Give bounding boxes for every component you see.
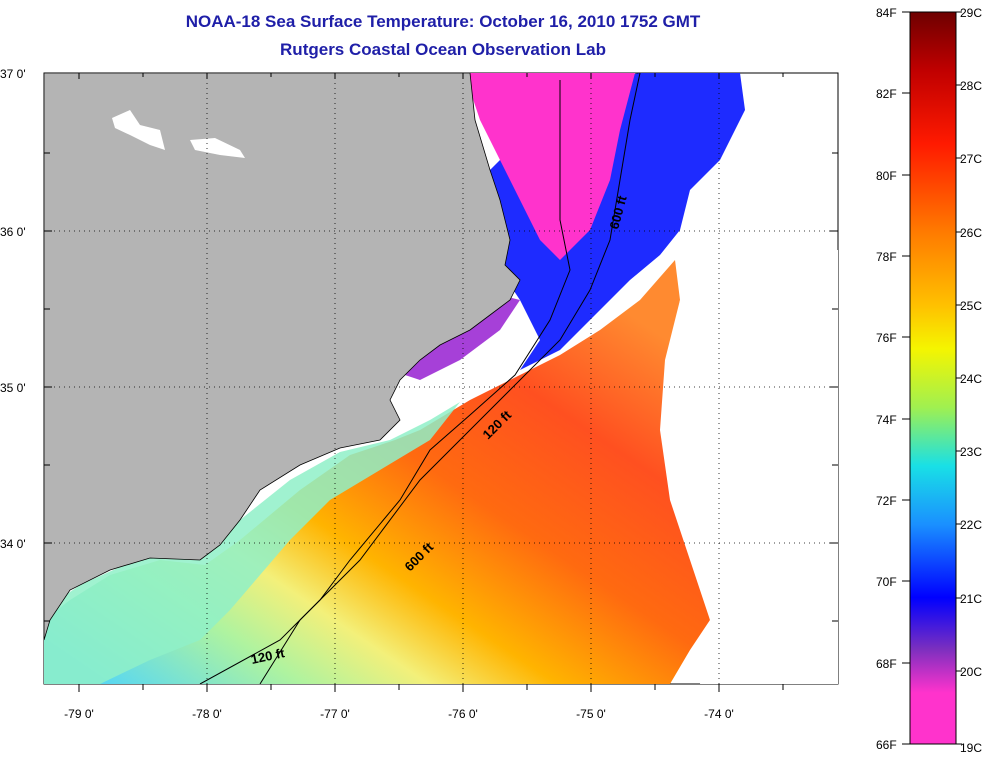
cbar-c-25: 25C <box>960 299 982 313</box>
cbar-f-76: 76F <box>876 331 897 345</box>
lon-label-77: -77 0' <box>320 707 350 721</box>
map-title: NOAA-18 Sea Surface Temperature: October… <box>185 12 701 31</box>
cbar-c-22: 22C <box>960 518 982 532</box>
cbar-c-29: 29C <box>960 6 982 20</box>
lon-label-75: -75 0' <box>576 707 606 721</box>
cbar-f-68: 68F <box>876 657 897 671</box>
cbar-f-78: 78F <box>876 250 897 264</box>
contour-120ft <box>199 80 571 684</box>
contour-600ft <box>259 73 641 684</box>
colorbar <box>909 11 957 745</box>
lat-label-36: 36 0' <box>0 225 26 239</box>
lat-label-37: 37 0' <box>0 67 26 81</box>
lat-label-34: 34 0' <box>0 537 26 551</box>
cbar-c-21: 21C <box>960 592 982 606</box>
cbar-f-70: 70F <box>876 575 897 589</box>
cool-nearshore-water <box>44 402 460 684</box>
grid-lines <box>44 73 838 684</box>
inland-water-2 <box>190 138 245 158</box>
lon-label-78: -78 0' <box>192 707 222 721</box>
cbar-c-27: 27C <box>960 152 982 166</box>
map-layers <box>44 73 838 684</box>
cbar-c-20: 20C <box>960 665 982 679</box>
cbar-c-26: 26C <box>960 226 982 240</box>
cbar-c-19: 19C <box>960 741 982 755</box>
colorbar-ticks <box>902 11 962 745</box>
inland-water <box>112 110 165 150</box>
lon-label-74: -74 0' <box>704 707 734 721</box>
cbar-c-23: 23C <box>960 445 982 459</box>
no-data-region <box>660 250 838 684</box>
cbar-c-28: 28C <box>960 79 982 93</box>
lat-label-35: 35 0' <box>0 381 26 395</box>
land-mass <box>44 73 521 641</box>
cbar-f-74: 74F <box>876 413 897 427</box>
cbar-c-24: 24C <box>960 372 982 386</box>
cbar-f-72: 72F <box>876 494 897 508</box>
axis-ticks <box>44 73 838 692</box>
cbar-f-80: 80F <box>876 169 897 183</box>
map-subtitle: Rutgers Coastal Ocean Observation Lab <box>280 40 606 59</box>
cold-shelf-water-magenta <box>470 73 635 260</box>
lon-label-76: -76 0' <box>448 707 478 721</box>
cbar-f-82: 82F <box>876 87 897 101</box>
lon-label-79: -79 0' <box>64 707 94 721</box>
contour-label-120-south: 120 ft <box>250 645 287 667</box>
cbar-f-84: 84F <box>876 6 897 20</box>
cbar-f-66: 66F <box>876 738 897 752</box>
